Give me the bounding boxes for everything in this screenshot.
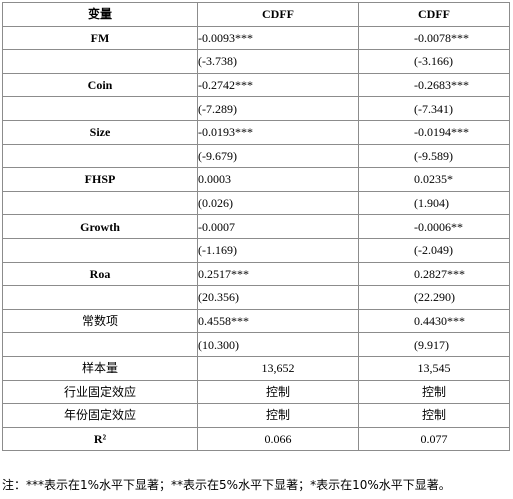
coef-col2: -0.2683*** [358,72,510,98]
row-label: FM [2,25,198,51]
coef-col1: 0.0003 [197,167,359,192]
tstat-col2: (1.904) [358,190,510,216]
tstat-col1: (10.300) [197,332,359,357]
row-label [2,96,198,121]
table-row: 样本量 13,652 13,545 [2,355,510,381]
row-label: FHSP [2,167,198,192]
header-cdff-1: CDFF [197,2,359,27]
table-row: (20.356) (22.290) [2,285,510,310]
table-row: (-9.679) (-9.589) [2,143,510,169]
row-label: R² [2,426,198,452]
row-label: Size [2,119,198,145]
table-row: R² 0.066 0.077 [2,426,510,452]
sample-size-col2: 13,545 [358,355,510,381]
table-row: Coin -0.2742*** -0.2683*** [2,72,510,98]
row-label: 年份固定效应 [2,403,198,428]
control-col2: 控制 [358,403,510,428]
table-row: 行业固定效应 控制 控制 [2,379,510,405]
sample-size-col1: 13,652 [197,355,359,381]
table-row: (-3.738) (-3.166) [2,49,510,74]
r-squared-col2: 0.077 [358,426,510,452]
coef-col2: 0.0235* [358,167,510,192]
tstat-col2: (-2.049) [358,237,510,263]
table-header-row: 变量 CDFF CDFF [2,2,510,27]
coef-col2: -0.0078*** [358,25,510,51]
table-note: 注：***表示在1%水平下显著；**表示在5%水平下显著；*表示在10%水平下显… [2,478,451,492]
tstat-col2: (-9.589) [358,143,510,169]
row-label: Roa [2,261,198,287]
table-row: Roa 0.2517*** 0.2827*** [2,261,510,287]
header-variable: 变量 [2,2,198,27]
coef-col1: -0.0007 [197,214,359,239]
header-cdff-2: CDFF [358,2,510,27]
tstat-col1: (-7.289) [197,96,359,121]
control-col1: 控制 [197,403,359,428]
tstat-col1: (-1.169) [197,237,359,263]
coef-col1: 0.2517*** [197,261,359,287]
tstat-col2: (9.917) [358,332,510,357]
control-col2: 控制 [358,379,510,405]
table-row: FM -0.0093*** -0.0078*** [2,25,510,51]
row-label: 样本量 [2,355,198,381]
table-row: (-1.169) (-2.049) [2,237,510,263]
coef-col2: -0.0194*** [358,119,510,145]
coef-col2: -0.0006** [358,214,510,239]
coef-col2: 0.2827*** [358,261,510,287]
table-row: (0.026) (1.904) [2,190,510,216]
coef-col1: -0.0093*** [197,25,359,51]
tstat-col2: (-3.166) [358,49,510,74]
row-label [2,190,198,216]
table-row: Size -0.0193*** -0.0194*** [2,119,510,145]
table-row: (10.300) (9.917) [2,332,510,357]
row-label [2,49,198,74]
row-label [2,285,198,310]
row-label: Coin [2,72,198,98]
control-col1: 控制 [197,379,359,405]
row-label [2,143,198,169]
row-label: 行业固定效应 [2,379,198,405]
tstat-col1: (-9.679) [197,143,359,169]
row-label: 常数项 [2,308,198,334]
tstat-col1: (-3.738) [197,49,359,74]
coef-col1: 0.4558*** [197,308,359,334]
coef-col2: 0.4430*** [358,308,510,334]
table-row: 年份固定效应 控制 控制 [2,403,510,428]
regression-table: 变量 CDFF CDFF FM -0.0093*** -0.0078*** (-… [2,2,510,452]
tstat-col2: (-7.341) [358,96,510,121]
tstat-col1: (0.026) [197,190,359,216]
row-label [2,332,198,357]
table-row: (-7.289) (-7.341) [2,96,510,121]
coef-col1: -0.2742*** [197,72,359,98]
r-squared-col1: 0.066 [197,426,359,452]
table-row: FHSP 0.0003 0.0235* [2,167,510,192]
row-label: Growth [2,214,198,239]
row-label [2,237,198,263]
tstat-col2: (22.290) [358,285,510,310]
tstat-col1: (20.356) [197,285,359,310]
coef-col1: -0.0193*** [197,119,359,145]
table-row: 常数项 0.4558*** 0.4430*** [2,308,510,334]
table-row: Growth -0.0007 -0.0006** [2,214,510,239]
